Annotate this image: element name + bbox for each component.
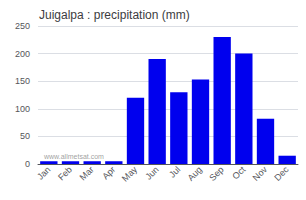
svg-text:100: 100 (15, 104, 30, 114)
svg-text:50: 50 (20, 131, 30, 141)
svg-text:Jul: Jul (167, 164, 182, 179)
svg-text:Oct: Oct (230, 164, 247, 181)
svg-text:Aug: Aug (186, 164, 204, 182)
svg-text:0: 0 (25, 159, 30, 169)
svg-text:Sep: Sep (207, 164, 225, 182)
svg-text:May: May (120, 164, 139, 183)
svg-text:Jan: Jan (35, 164, 52, 181)
svg-text:Mar: Mar (78, 164, 96, 182)
svg-text:www.allmetsat.com: www.allmetsat.com (43, 153, 104, 160)
svg-text:250: 250 (15, 21, 30, 31)
svg-text:Apr: Apr (100, 164, 117, 181)
svg-text:Jun: Jun (143, 164, 160, 181)
svg-text:150: 150 (15, 76, 30, 86)
svg-text:Juigalpa : precipitation (mm): Juigalpa : precipitation (mm) (39, 8, 190, 22)
svg-text:Nov: Nov (251, 164, 270, 183)
svg-text:Feb: Feb (56, 164, 74, 182)
svg-text:Dec: Dec (272, 164, 291, 183)
svg-text:200: 200 (15, 49, 30, 59)
